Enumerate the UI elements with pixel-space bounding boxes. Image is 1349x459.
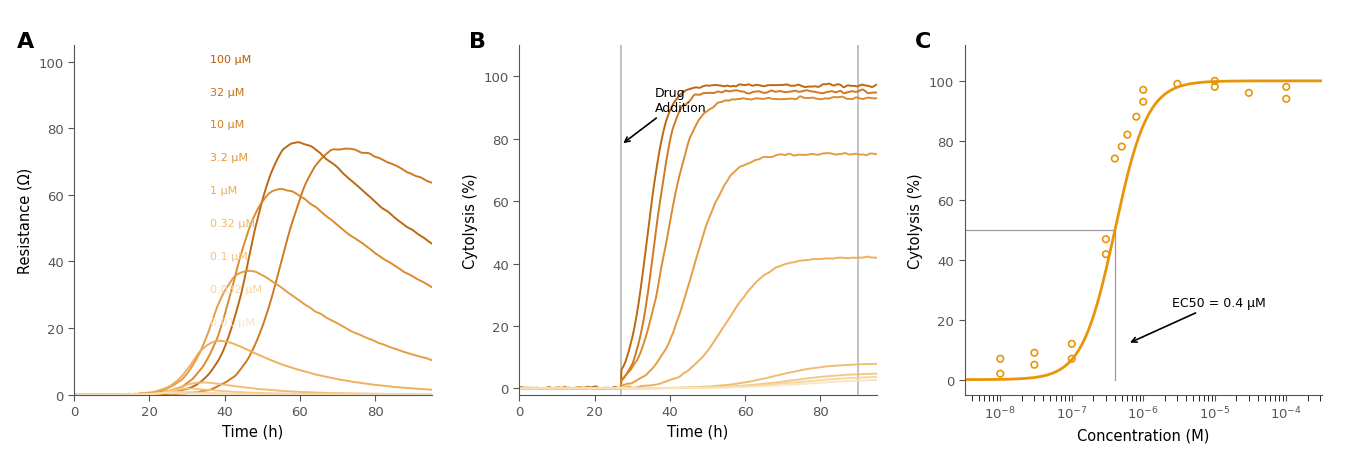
Point	[1276, 84, 1298, 91]
Point	[1167, 81, 1188, 88]
Text: 0.32 μM: 0.32 μM	[210, 218, 255, 229]
Point	[1103, 156, 1125, 163]
Point	[1276, 96, 1298, 103]
X-axis label: Time (h): Time (h)	[223, 424, 283, 439]
Point	[1024, 349, 1045, 357]
Text: 32 μM: 32 μM	[210, 87, 244, 97]
Text: 3.2 μM: 3.2 μM	[210, 153, 248, 163]
Point	[990, 370, 1012, 378]
Point	[1060, 341, 1082, 348]
Text: 0.032 μM: 0.032 μM	[210, 284, 262, 294]
Point	[1024, 361, 1045, 369]
Point	[1125, 114, 1147, 121]
Point	[1112, 144, 1133, 151]
Point	[1133, 87, 1155, 94]
Text: 0.01 μM: 0.01 μM	[210, 317, 255, 327]
Point	[1203, 84, 1225, 91]
Point	[1203, 78, 1225, 85]
Point	[990, 355, 1012, 363]
Text: B: B	[469, 32, 487, 52]
X-axis label: Time (h): Time (h)	[668, 424, 728, 439]
Text: 0.1 μM: 0.1 μM	[210, 252, 248, 261]
Y-axis label: Resistance (Ω): Resistance (Ω)	[18, 168, 32, 273]
X-axis label: Concentration (M): Concentration (M)	[1077, 427, 1210, 442]
Text: 1 μM: 1 μM	[210, 186, 237, 196]
Point	[1060, 355, 1082, 363]
Y-axis label: Cytolysis (%): Cytolysis (%)	[463, 173, 478, 268]
Text: EC50 = 0.4 μM: EC50 = 0.4 μM	[1132, 297, 1265, 342]
Point	[1238, 90, 1260, 97]
Y-axis label: Cytolysis (%): Cytolysis (%)	[908, 173, 923, 268]
Point	[1095, 251, 1117, 258]
Text: Drug
Addition: Drug Addition	[625, 86, 707, 143]
Text: 100 μM: 100 μM	[210, 55, 251, 65]
Point	[1133, 99, 1155, 106]
Point	[1095, 236, 1117, 243]
Text: C: C	[915, 32, 931, 52]
Point	[1117, 132, 1139, 139]
Text: A: A	[18, 32, 34, 52]
Text: 10 μM: 10 μM	[210, 120, 244, 130]
